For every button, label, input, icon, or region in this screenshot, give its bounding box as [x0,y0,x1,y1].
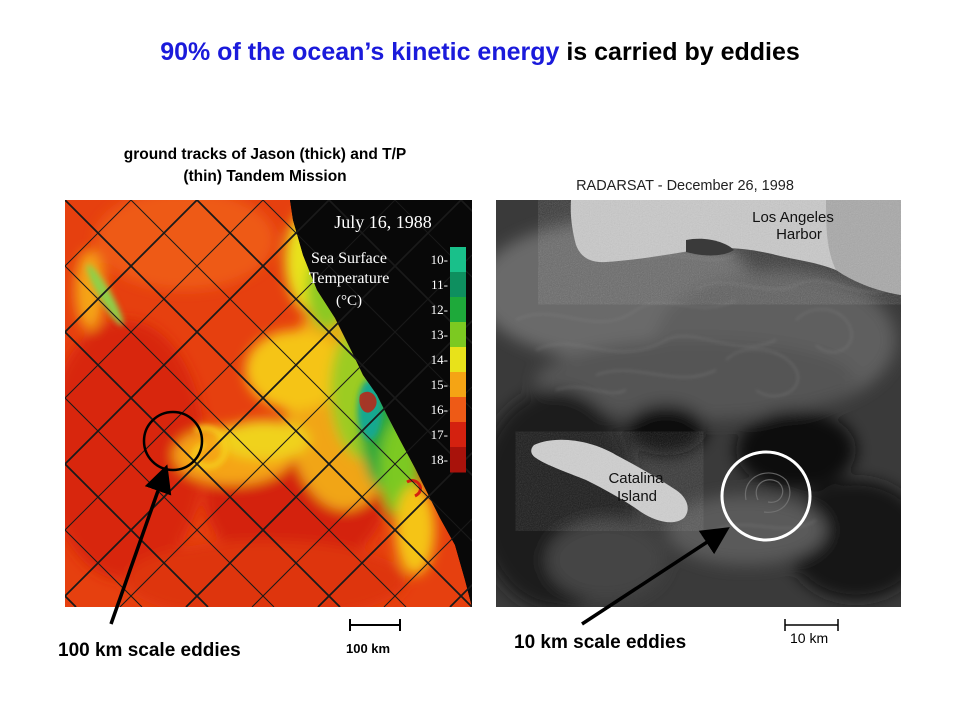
sst-colorbar: 10- 11- 12- 13- 14- 15- 16- 17- 18- [431,247,466,473]
legend-title-line3: (°C) [336,293,362,309]
colorbar-tick-label: 15- [431,377,448,392]
eddy-circle-10km [720,450,812,542]
track-line [65,330,341,607]
colorbar-segment [450,322,466,348]
left-caption-line2: (thin) Tandem Mission [183,168,347,185]
annotation-100km: 100 km scale eddies [58,640,241,661]
sst-map-image: 10- 11- 12- 13- 14- 15- 16- 17- 18- July 16, 198… [65,200,472,607]
colorbar-segment [450,447,466,473]
catalina-label-line1: Catalina [608,470,664,487]
track-line [383,518,472,607]
colorbar-segment [450,247,466,273]
colorbar-tick-label: 16- [431,402,448,417]
map-date: July 16, 1988 [334,212,432,232]
left-caption-line1: ground tracks of Jason (thick) and T/P [123,146,407,163]
track-line [130,200,472,542]
radarsat-svg: Los Angeles Harbor Catalina Island [496,200,901,607]
track-line [65,200,264,399]
colorbar-segment [450,347,466,373]
legend-title-line1: Sea Surface [311,250,387,267]
legend-title-line2: Temperature [309,270,390,287]
track-line [65,200,330,466]
title-rest: is carried by eddies [559,38,800,66]
track-line [65,397,275,607]
track-line [262,200,472,410]
colorbar-segment [450,272,466,298]
radarsat-image: Los Angeles Harbor Catalina Island [496,200,901,607]
sst-map-svg: 10- 11- 12- 13- 14- 15- 16- 17- 18- July 16, 198… [65,200,472,607]
colorbar-tick-label: 18- [431,452,448,467]
track-line [185,319,472,607]
scale-bar-100km [349,619,401,631]
track-line [65,200,396,531]
track-line [328,200,472,345]
track-line [317,451,472,607]
eddy-circle-100km [142,410,204,472]
track-line [65,265,407,607]
slide-title: 90% of the ocean’s kinetic energy is car… [0,38,960,67]
colorbar-tick-label: 11- [431,277,448,292]
colorbar-segment [450,422,466,448]
right-caption: RADARSAT - December 26, 1998 [576,178,794,194]
track-line [196,200,472,477]
colorbar-segment [450,372,466,398]
colorbar-tick-label: 13- [431,327,448,342]
colorbar-tick-label: 17- [431,427,448,442]
catalina-label-line2: Island [617,488,657,505]
scale-label-100km: 100 km [346,641,391,656]
la-harbor-label-line2: Harbor [776,226,822,243]
track-line [65,200,198,334]
track-line [65,200,472,607]
colorbar-segment [450,397,466,423]
track-line [65,529,143,607]
annotation-10km: 10 km scale eddies [514,632,687,653]
scale-label-10km: 10 km [790,630,829,646]
left-caption: ground tracks of Jason (thick) and T/P (… [80,144,450,188]
colorbar-tick-label: 12- [431,302,448,317]
colorbar-segment [450,297,466,323]
la-harbor-label-line1: Los Angeles [752,209,834,226]
colorbar-tick-label: 14- [431,352,448,367]
colorbar-tick-label: 10- [431,252,448,267]
title-highlight: 90% of the ocean’s kinetic energy [160,38,560,66]
